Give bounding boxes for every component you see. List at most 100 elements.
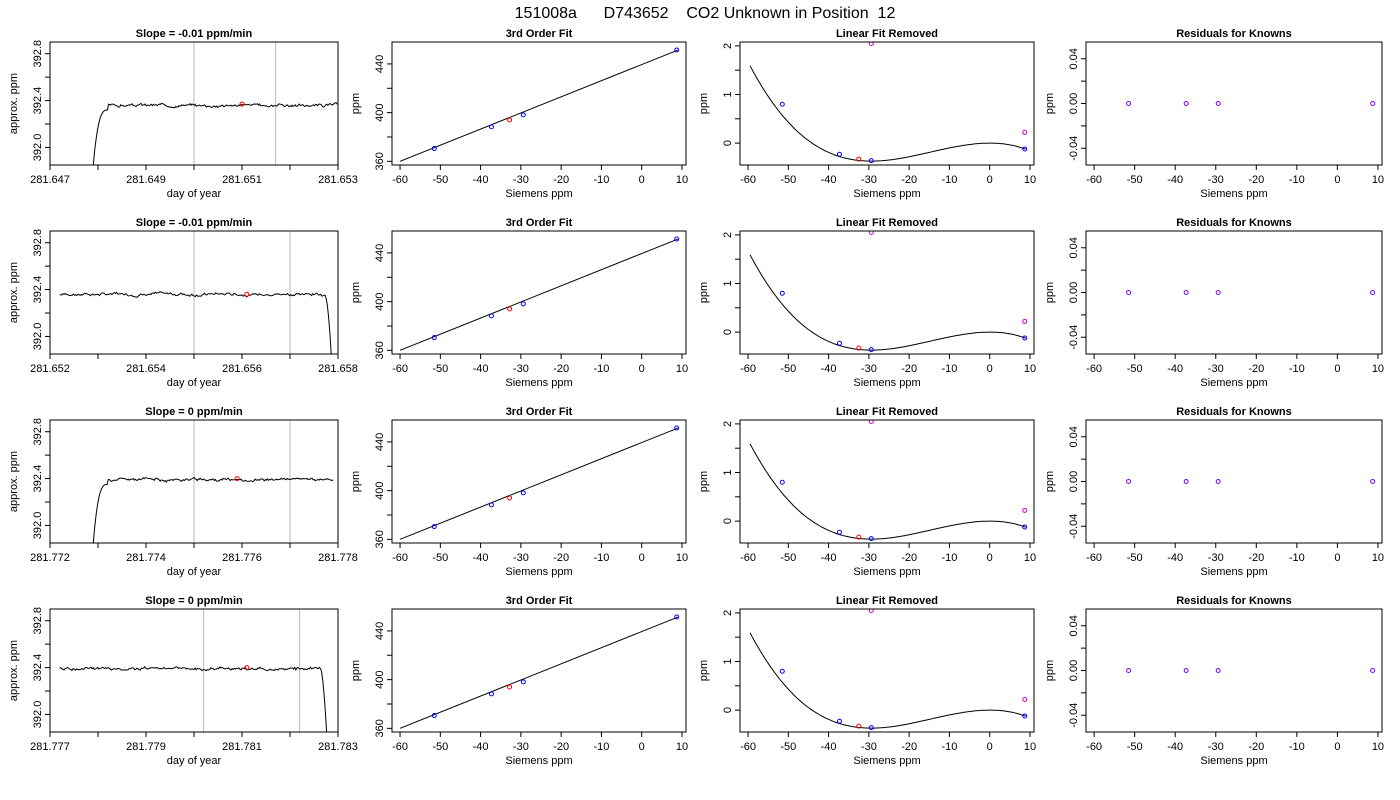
x-tick-label: -10 bbox=[1289, 741, 1305, 753]
panel-frame bbox=[1085, 41, 1383, 166]
known-point bbox=[520, 490, 526, 496]
y-tick-label: 1 bbox=[722, 469, 734, 475]
x-tick-label: 0 bbox=[987, 174, 993, 186]
x-tick-label: -40 bbox=[821, 552, 837, 564]
x-tick-label: -40 bbox=[473, 363, 489, 375]
x-tick-label: -40 bbox=[473, 174, 489, 186]
figure-title: 151008a D743652 CO2 Unknown in Position … bbox=[515, 5, 896, 22]
panel-frame bbox=[739, 419, 1035, 544]
x-tick-label: -60 bbox=[1086, 552, 1102, 564]
x-tick-label: -40 bbox=[821, 174, 837, 186]
x-tick-label: 10 bbox=[1024, 741, 1036, 753]
x-tick-label: -30 bbox=[861, 741, 877, 753]
x-tick-label: -10 bbox=[941, 741, 957, 753]
panel-known-row2: Residuals for Knowns -60 -50 -40 -30 -20 -10 0 1… bbox=[1044, 406, 1384, 578]
y-tick-label: 0 bbox=[722, 140, 734, 146]
known-point bbox=[1183, 479, 1189, 484]
y-tick-label: 440 bbox=[374, 622, 386, 640]
x-tick-label: 10 bbox=[676, 174, 688, 186]
y-axis-label: ppm bbox=[1044, 93, 1056, 114]
y-tick-label: 360 bbox=[374, 530, 386, 548]
y-tick-label: 392.0 bbox=[32, 512, 44, 540]
x-tick-label: 10 bbox=[676, 363, 688, 375]
x-tick-label: -10 bbox=[941, 174, 957, 186]
x-tick-label: 281.656 bbox=[222, 363, 262, 375]
panel-title: Residuals for Knowns bbox=[1176, 217, 1292, 229]
y-axis-label: ppm bbox=[1044, 660, 1056, 681]
x-axis-label: day of year bbox=[167, 566, 222, 578]
x-tick-label: 10 bbox=[1372, 363, 1384, 375]
panel-title: Residuals for Knowns bbox=[1176, 28, 1292, 40]
y-tick-label: -0.04 bbox=[1068, 136, 1080, 161]
plot-area bbox=[92, 42, 338, 165]
x-tick-label: -30 bbox=[513, 552, 529, 564]
unknown-point bbox=[234, 476, 240, 482]
known-point bbox=[779, 668, 785, 674]
known-point bbox=[520, 301, 526, 307]
cubic-curve bbox=[749, 254, 1027, 351]
plot-area bbox=[1126, 290, 1376, 295]
y-axis-label: ppm bbox=[1044, 282, 1056, 303]
x-tick-label: 10 bbox=[1372, 174, 1384, 186]
x-tick-label: 0 bbox=[639, 363, 645, 375]
panel-trace-row0: Slope = -0.01 ppm/min 281.647 281.649 281.6… bbox=[8, 28, 358, 200]
x-tick-label: -50 bbox=[780, 741, 796, 753]
y-tick-label: 400 bbox=[374, 670, 386, 688]
panel-frame bbox=[739, 41, 1035, 166]
x-tick-label: -30 bbox=[1208, 741, 1224, 753]
x-tick-label: -50 bbox=[432, 552, 448, 564]
x-tick-label: 10 bbox=[1372, 552, 1384, 564]
known-point bbox=[1370, 290, 1376, 295]
trace-line bbox=[92, 102, 338, 165]
x-tick-label: -60 bbox=[1086, 174, 1102, 186]
unknown-point bbox=[856, 156, 862, 162]
x-tick-label: -50 bbox=[432, 741, 448, 753]
y-tick-label: 440 bbox=[374, 433, 386, 451]
panel-title: Slope = -0.01 ppm/min bbox=[136, 217, 253, 229]
x-tick-label: -20 bbox=[901, 174, 917, 186]
x-tick-label: -10 bbox=[1289, 552, 1305, 564]
x-tick-label: -20 bbox=[901, 363, 917, 375]
panel-resid-row1: Linear Fit Removed -60 -50 -40 -30 -20 -10 0 10 0… bbox=[698, 217, 1036, 389]
x-tick-label: -30 bbox=[513, 363, 529, 375]
known-point bbox=[1022, 335, 1028, 341]
panel-frame bbox=[739, 230, 1035, 355]
x-tick-label: -40 bbox=[821, 363, 837, 375]
y-tick-label: 392.4 bbox=[32, 465, 44, 493]
known-point bbox=[674, 47, 680, 53]
x-tick-label: 0 bbox=[987, 363, 993, 375]
x-tick-label: -20 bbox=[1248, 174, 1264, 186]
x-tick-label: 281.783 bbox=[318, 741, 358, 753]
panel-frame bbox=[391, 230, 687, 355]
y-tick-label: 2 bbox=[722, 43, 734, 49]
panel-frame bbox=[739, 608, 1035, 733]
panel-known-row0: Residuals for Knowns -60 -50 -40 -30 -20 -10 0 1… bbox=[1044, 28, 1384, 200]
known-point bbox=[674, 236, 680, 242]
y-tick-label: 392.0 bbox=[32, 134, 44, 162]
x-tick-label: -50 bbox=[1127, 174, 1143, 186]
panel-title: Linear Fit Removed bbox=[836, 595, 938, 607]
known-point bbox=[1126, 290, 1132, 295]
y-tick-label: 392.0 bbox=[32, 323, 44, 351]
x-tick-label: -30 bbox=[861, 363, 877, 375]
x-tick-label: -20 bbox=[901, 741, 917, 753]
y-axis-label: ppm bbox=[350, 93, 362, 114]
y-tick-label: 0.00 bbox=[1068, 93, 1080, 114]
panel-trace-row1: Slope = -0.01 ppm/min 281.652 281.654 281.6… bbox=[8, 217, 358, 389]
unknown-point bbox=[244, 291, 250, 297]
x-tick-label: -40 bbox=[821, 741, 837, 753]
x-tick-label: -30 bbox=[513, 174, 529, 186]
x-tick-label: -50 bbox=[432, 174, 448, 186]
known-point bbox=[1183, 290, 1189, 295]
known-point bbox=[1215, 668, 1221, 673]
x-tick-label: 281.653 bbox=[318, 174, 358, 186]
x-tick-label: 281.652 bbox=[30, 363, 70, 375]
x-axis-label: day of year bbox=[167, 755, 222, 767]
x-tick-label: -60 bbox=[740, 174, 756, 186]
panel-frame bbox=[1085, 419, 1383, 544]
y-tick-label: 360 bbox=[374, 341, 386, 359]
x-tick-label: 281.654 bbox=[126, 363, 166, 375]
x-tick-label: 281.781 bbox=[222, 741, 262, 753]
known-point bbox=[1183, 668, 1189, 673]
y-tick-label: 360 bbox=[374, 719, 386, 737]
